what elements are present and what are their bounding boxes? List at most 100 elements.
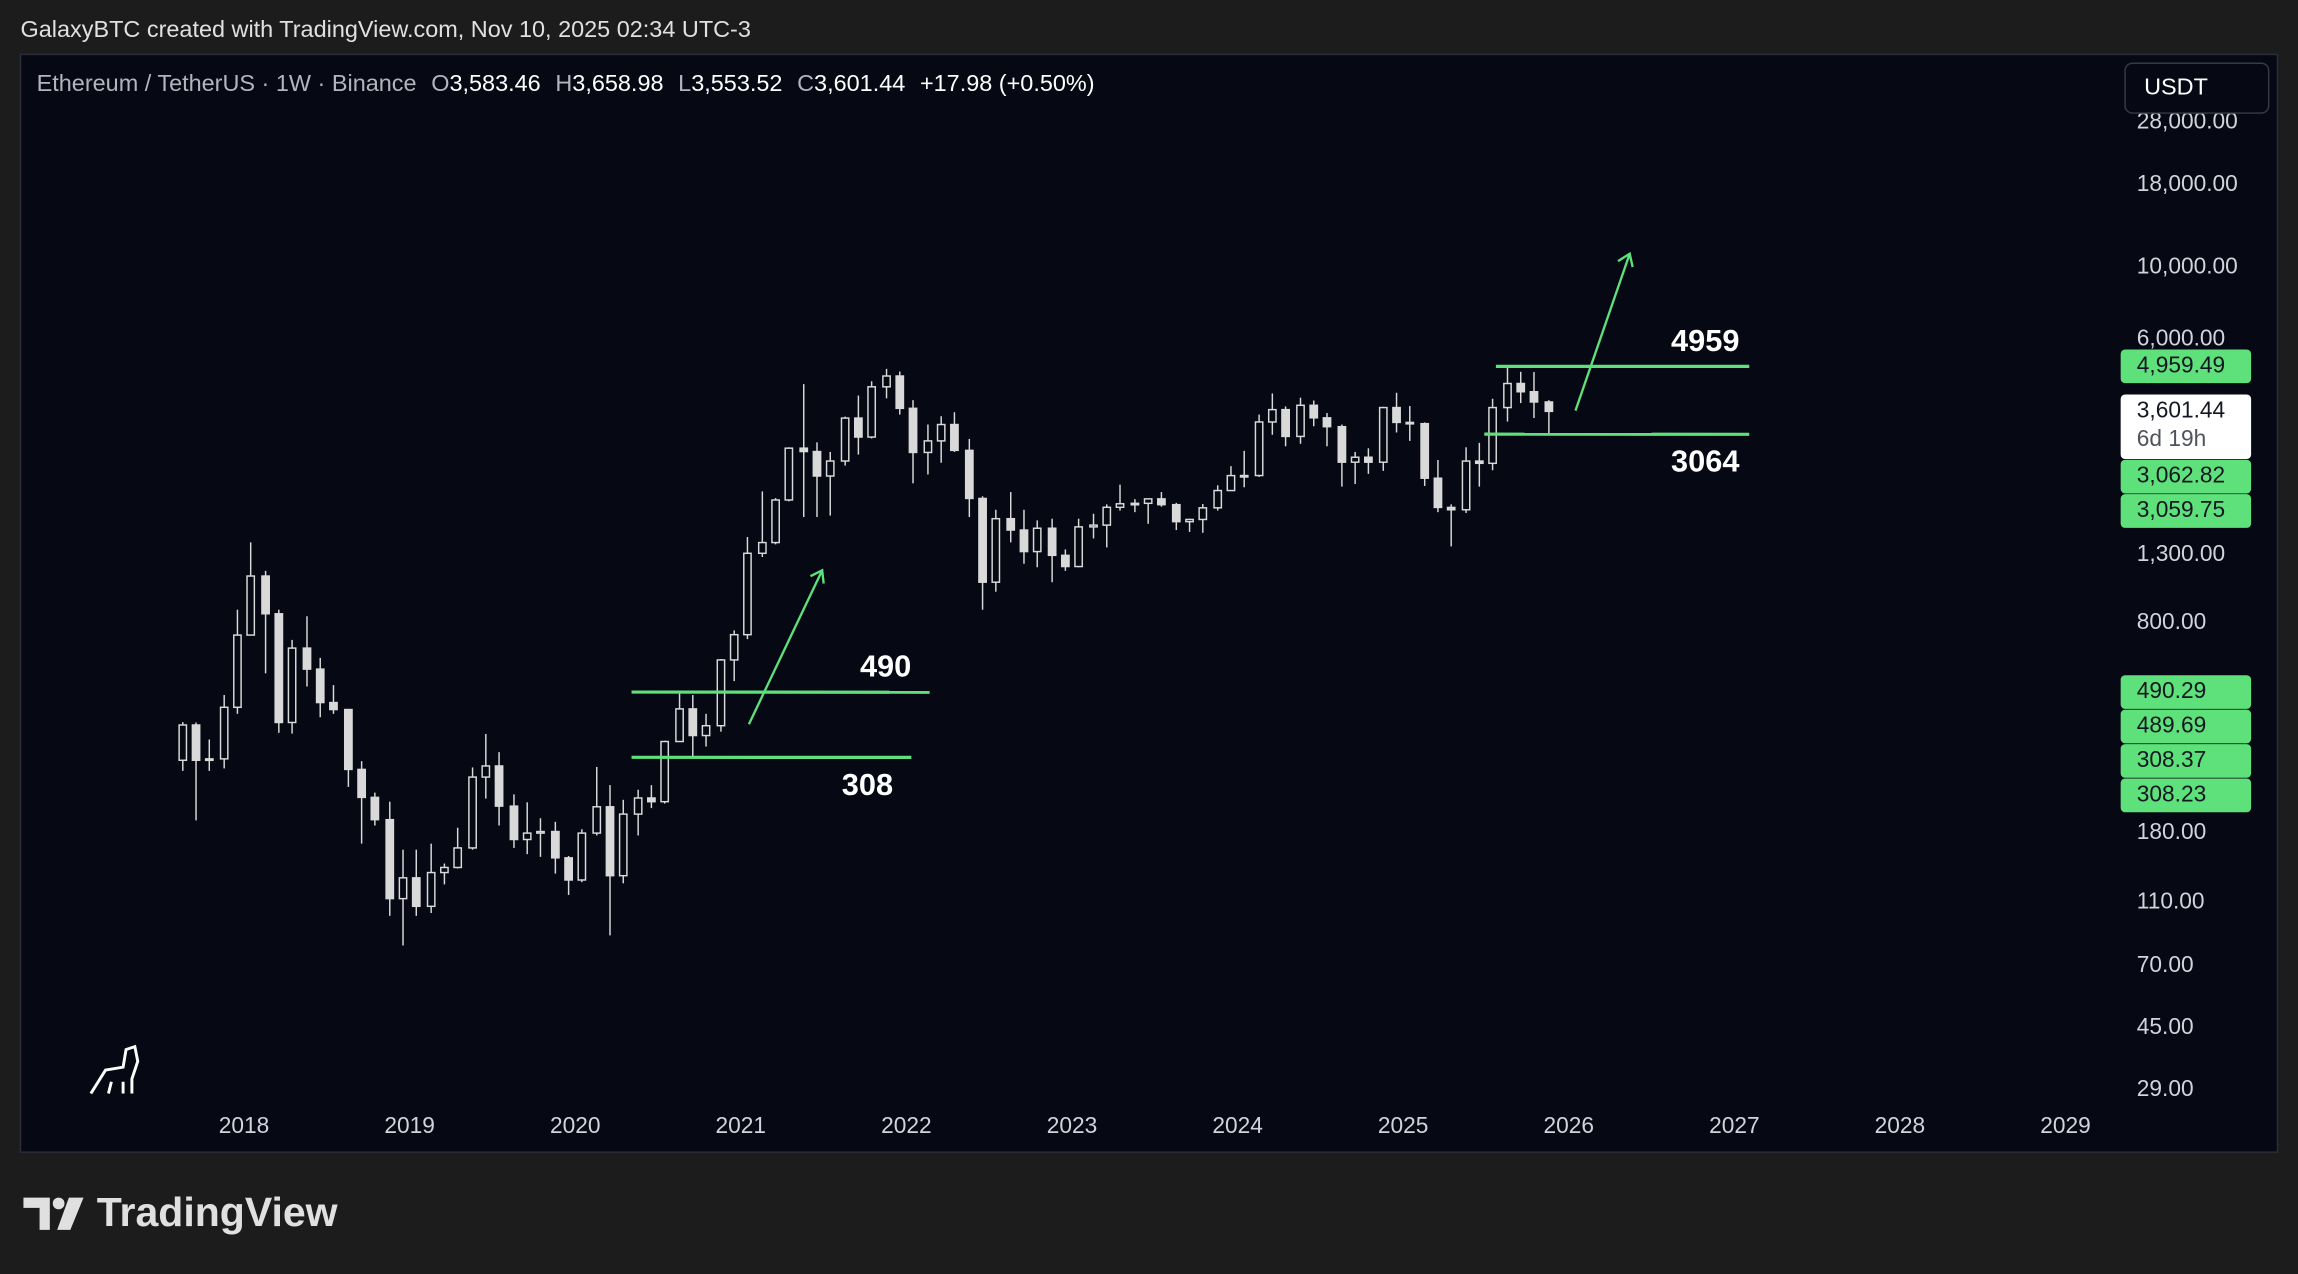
countdown: 6d 19h [2137,425,2206,451]
price-tag-label: 3,062.82 [2137,462,2225,488]
x-tick-label: 2029 [2040,1112,2091,1138]
candle-body [895,375,905,410]
candle-body [825,460,835,477]
candle-body [1296,404,1305,438]
arrow-head [1617,251,1634,268]
ohlc-value: 3,601.44 [814,70,905,96]
y-tick-label: 1,300.00 [2137,540,2225,566]
price-tag-label: 3,059.75 [2137,496,2225,522]
candle-body [743,552,752,636]
x-tick-label: 2027 [1709,1112,1760,1138]
level-price-tag [2120,778,2252,813]
candle-body [1309,404,1319,419]
candle-body [522,832,532,841]
candle-body [950,423,959,452]
level-label: 308 [842,767,893,802]
price-tag-label: 489.69 [2137,711,2206,737]
candle-body [991,517,1001,583]
candle-body [1420,422,1430,479]
candle-body [1544,401,1554,413]
x-tick-label: 2018 [219,1112,270,1138]
candle-body [729,633,739,661]
candle-body [1337,425,1347,463]
candle-body [246,575,256,636]
candle-body [1363,456,1373,463]
x-tick-label: 2019 [384,1112,435,1138]
candle-body [812,450,822,477]
brand: TradingView [97,1189,338,1235]
candle-body [1433,477,1443,509]
candle-body [204,758,214,762]
y-tick-label: 29.00 [2137,1075,2194,1101]
level-price-tag [2120,494,2252,528]
price-tag-label: 308.37 [2137,746,2206,772]
candle-body [426,871,436,908]
candle-body [191,724,201,761]
candle-body [1074,526,1084,568]
brand-icon-part [52,1197,65,1210]
currency-button[interactable] [2124,62,2270,114]
candle-body [964,449,974,500]
last-price-tag [2120,394,2252,459]
candle-body [978,497,987,583]
candle-body [923,440,933,454]
brand-icon-part [23,1197,50,1230]
currency-label[interactable]: USDT [2144,73,2208,99]
candle-body [577,832,587,881]
candle-body [1529,391,1539,403]
candle-body [1461,460,1471,511]
logo-mascot [89,1044,140,1095]
candle-body [1115,503,1125,509]
price-tag-label: 3,601.44 [2137,396,2225,422]
candle-body [605,806,615,877]
x-tick-label: 2020 [550,1112,601,1138]
plot-layer: Ethereum / TetherUS · 1W · Binance O3,583… [37,70,2252,1138]
brand-icon [23,1197,84,1230]
candle-body [509,805,519,841]
arrows [747,251,1634,725]
candle-body [840,417,850,462]
x-tick-label: 2024 [1212,1112,1263,1138]
candle-body [329,701,338,711]
candle-body [1171,503,1181,523]
candle-body [1239,474,1249,478]
ohlc-key: C [797,70,814,96]
ohlc-value: 3,583.46 [449,70,540,96]
candle-body [1032,527,1042,553]
x-tick-label: 2025 [1378,1112,1429,1138]
candle-body [1006,517,1016,531]
candle-body [1267,408,1277,423]
candle-body [1213,489,1223,509]
candle-body [647,797,656,803]
candle-body [675,708,684,743]
candle-body [701,724,711,737]
candle-body [1392,406,1401,424]
x-tick-label: 2026 [1543,1112,1594,1138]
chart-pane [19,53,2279,1153]
y-tick-label: 800.00 [2137,608,2206,634]
ohlc-key: O [431,70,449,96]
price-tag-label: 308.23 [2137,780,2206,806]
candle-body [592,806,602,834]
attribution: GalaxyBTC created with TradingView.com, … [21,16,751,42]
candle-body [370,796,380,821]
candle-body [1157,498,1166,506]
candle-body [882,375,891,388]
ohlc-value: 3,553.52 [691,70,782,96]
candle-body [398,877,408,900]
candle-body [1226,474,1236,492]
candle-body [660,740,670,803]
level-price-tag [2120,459,2252,494]
level-price-tag [2120,744,2252,778]
candle-body [771,499,780,544]
y-tick-label: 70.00 [2137,951,2194,977]
candle-body [688,708,698,737]
candle-body [287,647,297,724]
candle-body [633,797,643,815]
y-tick-label: 45.00 [2137,1013,2194,1039]
candle-body [411,877,421,908]
candle-body [1350,456,1360,463]
candle-body [1322,417,1332,428]
